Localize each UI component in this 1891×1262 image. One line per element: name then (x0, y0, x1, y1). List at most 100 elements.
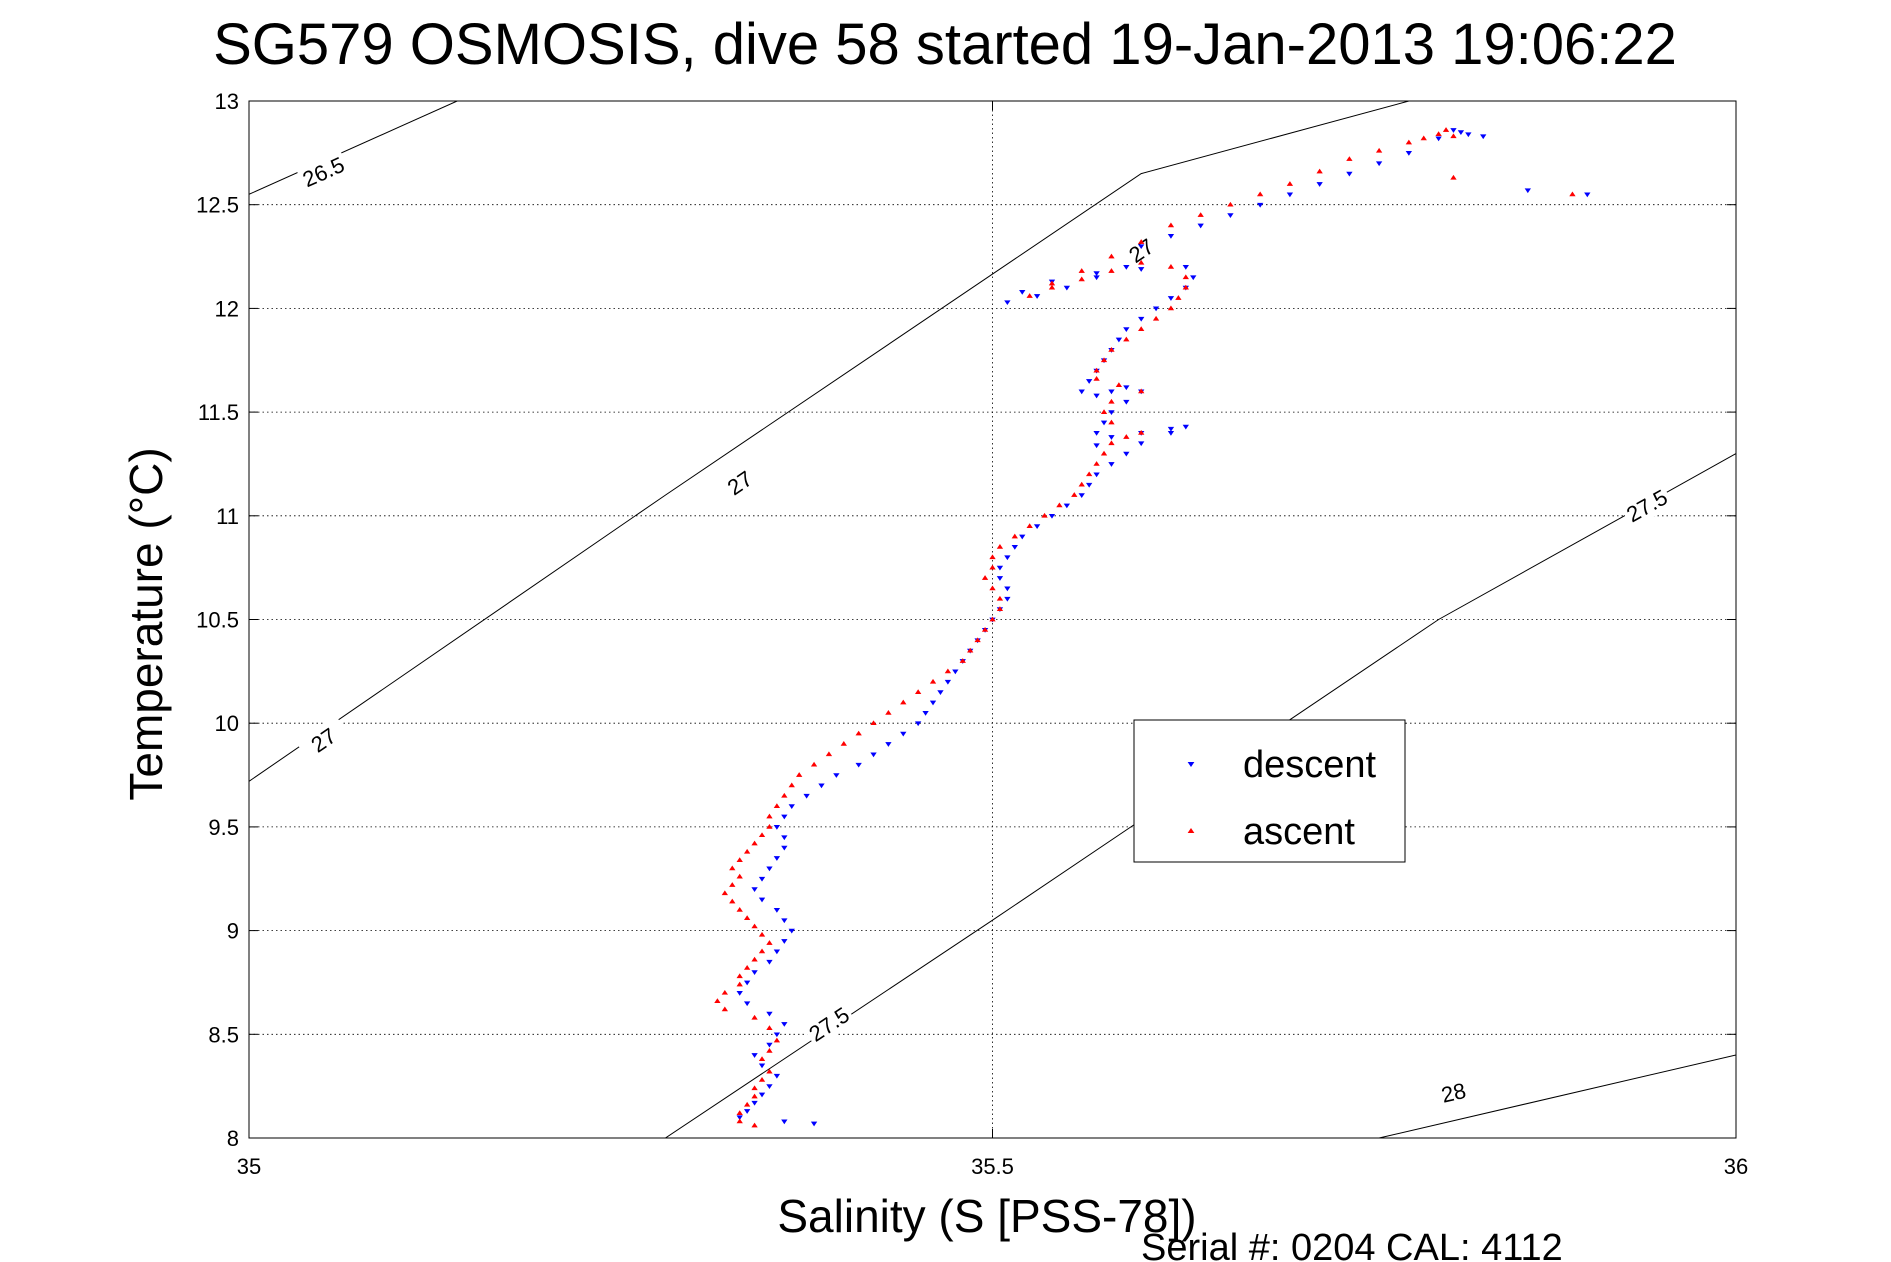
data-point-descent (758, 897, 766, 903)
legend-marker-glyph (1187, 762, 1195, 768)
contour-label-bg (1114, 226, 1169, 275)
data-point-ascent (781, 792, 788, 798)
data-point-descent (766, 866, 773, 872)
data-point-ascent (1011, 533, 1018, 539)
data-point-descent (1182, 424, 1189, 430)
data-point-descent (1435, 136, 1442, 142)
data-point-ascent (1085, 471, 1093, 477)
data-point-descent (1004, 586, 1011, 592)
data-point-descent (1123, 451, 1130, 457)
contour-label: 28 (1439, 1078, 1469, 1108)
data-point-ascent (974, 637, 981, 643)
data-point-descent (1465, 132, 1472, 138)
data-point-descent (1004, 555, 1011, 561)
data-point-ascent (1056, 502, 1063, 508)
data-point-descent (743, 980, 751, 986)
legend: descent ascent (1133, 719, 1406, 863)
data-point-descent (1100, 420, 1108, 426)
data-point-ascent (1197, 212, 1204, 217)
data-point-ascent (743, 965, 751, 970)
data-point-ascent (751, 1122, 758, 1128)
data-point-ascent (743, 1101, 751, 1107)
data-point-descent (885, 742, 892, 747)
axis-ticks: 35 35.5 36 8 8.5 9 9.5 10 10.5 11 11.5 12 12.5 13 (196, 89, 1748, 1179)
data-point-descent (1405, 150, 1413, 156)
data-point-descent (781, 1022, 788, 1027)
legend-marker-descent (1187, 762, 1195, 768)
data-point-ascent (736, 1110, 743, 1115)
data-point-ascent (1182, 274, 1189, 280)
data-point-ascent (870, 720, 877, 726)
data-point-descent (1019, 534, 1026, 540)
x-axis-label: Salinity (S [PSS-78]) (777, 1190, 1196, 1242)
data-point-ascent (1569, 191, 1576, 197)
data-point-descent (833, 773, 840, 778)
data-point-ascent (1138, 326, 1145, 331)
data-point-descent (766, 1011, 773, 1017)
data-point-descent (773, 856, 781, 861)
data-point-ascent (855, 730, 862, 736)
data-point-descent (1108, 462, 1115, 467)
data-point-ascent (751, 1093, 758, 1099)
data-point-ascent (1078, 481, 1085, 487)
data-point-descent (1524, 188, 1531, 194)
data-point-descent (1138, 316, 1145, 322)
data-point-ascent (751, 1085, 758, 1091)
data-point-ascent (736, 1118, 743, 1124)
x-tick-label: 35.5 (971, 1154, 1014, 1179)
data-point-ascent (751, 840, 758, 846)
legend-marker-ascent (1187, 827, 1195, 833)
y-tick-label: 9.5 (208, 815, 239, 840)
data-point-ascent (729, 865, 736, 871)
data-point-ascent (900, 699, 907, 705)
data-point-descent (1019, 289, 1026, 295)
data-point-ascent (1450, 174, 1457, 180)
data-point-descent (1457, 130, 1465, 135)
data-point-ascent (885, 709, 892, 715)
data-point-ascent (1048, 284, 1056, 290)
data-point-ascent (1100, 450, 1108, 456)
data-point-ascent (989, 554, 996, 560)
data-point-descent (743, 1109, 751, 1114)
data-point-ascent (944, 668, 952, 674)
data-point-descent (1190, 275, 1197, 281)
data-point-ascent (758, 832, 766, 838)
y-tick-label: 8.5 (208, 1022, 239, 1047)
data-point-descent (736, 990, 743, 996)
contour-label-bg (296, 149, 351, 194)
data-point-ascent (1227, 201, 1234, 207)
data-point-descent (1011, 545, 1018, 550)
data-point-descent (1167, 426, 1175, 432)
contour-label-bg (296, 715, 351, 765)
data-point-descent (1004, 300, 1011, 306)
data-point-descent (1197, 223, 1204, 229)
data-point-ascent (996, 544, 1004, 549)
data-point-ascent (751, 956, 758, 962)
data-point-descent (1123, 385, 1130, 391)
y-tick-label: 13 (215, 89, 239, 114)
data-point-ascent (721, 890, 729, 896)
y-tick-label: 10.5 (196, 608, 239, 633)
data-point-ascent (1286, 181, 1294, 186)
data-point-descent (900, 731, 907, 737)
data-point-ascent (736, 981, 743, 987)
density-contour-line (249, 101, 458, 195)
data-point-descent (803, 793, 810, 799)
y-tick-label: 12 (215, 296, 239, 321)
data-point-descent (1093, 430, 1100, 436)
legend-label-ascent: ascent (1243, 811, 1355, 853)
data-point-ascent (773, 803, 781, 809)
data-point-ascent (736, 873, 743, 879)
data-point-ascent (1078, 276, 1085, 282)
data-point-ascent (1138, 429, 1145, 435)
data-point-ascent (1152, 315, 1160, 321)
data-point-descent (929, 700, 937, 706)
data-point-ascent (810, 761, 818, 767)
data-point-ascent (1138, 259, 1145, 265)
data-point-descent (788, 804, 795, 810)
chart-title: SG579 OSMOSIS, dive 58 started 19-Jan-20… (213, 12, 1677, 77)
data-point-descent (751, 970, 758, 975)
y-tick-label: 10 (215, 711, 239, 736)
data-point-ascent (1256, 191, 1264, 197)
